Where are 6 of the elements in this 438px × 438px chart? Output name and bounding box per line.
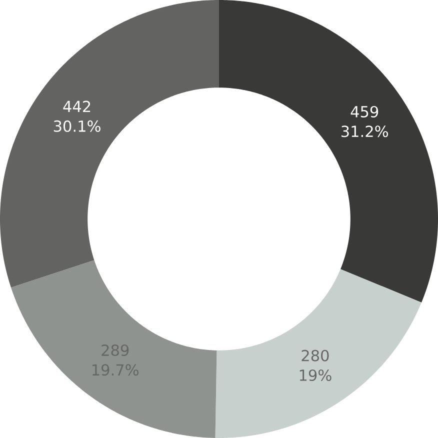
data-label: 280 <box>302 350 329 362</box>
text: 30.1% <box>54 120 100 132</box>
data-label: 442 <box>63 100 90 112</box>
data-label: 459 <box>350 106 378 118</box>
text: 31.2% <box>342 126 388 138</box>
text: 19% <box>300 369 332 382</box>
